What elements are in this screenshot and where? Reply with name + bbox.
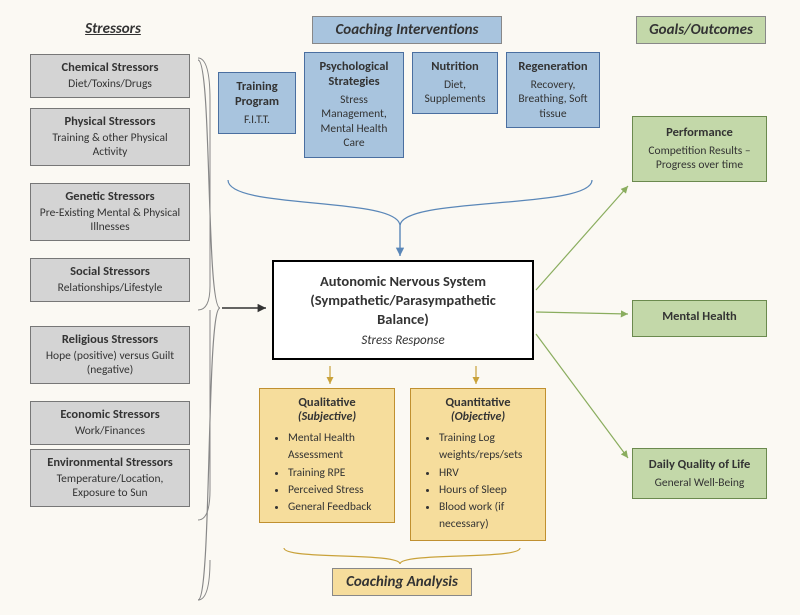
stressor-sub: Work/Finances (37, 425, 183, 439)
qualitative-box: Qualitative (Subjective) Mental Health A… (259, 388, 395, 523)
stressor-chemical: Chemical Stressors Diet/Toxins/Drugs (30, 54, 190, 98)
qual-list: Mental Health Assessment Training RPE Pe… (270, 430, 384, 516)
stressor-title: Chemical Stressors (37, 60, 183, 75)
center-line: (Sympathetic/Parasympathetic (284, 291, 522, 310)
outcome-title: Daily Quality of Life (639, 457, 760, 472)
outcome-quality: Daily Quality of Life General Well-Being (632, 448, 767, 499)
center-line: Balance) (284, 310, 522, 329)
outcome-performance: Performance Competition Results – Progre… (632, 116, 767, 182)
quant-list: Training Log weights/reps/sets HRV Hours… (421, 430, 535, 534)
stressor-environmental: Environmental Stressors Temperature/Loca… (30, 449, 190, 507)
intervention-sub: Stress Management, Mental Health Care (311, 93, 397, 151)
list-item: Mental Health Assessment (288, 430, 384, 465)
stressor-sub: Temperature/Location, Exposure to Sun (37, 473, 183, 501)
stressors-header: Stressors (68, 16, 158, 42)
stressor-title: Physical Stressors (37, 114, 183, 129)
quant-title: Quantitative (421, 395, 535, 410)
outcome-title: Mental Health (639, 309, 760, 324)
center-ans-box: Autonomic Nervous System (Sympathetic/Pa… (272, 260, 534, 360)
stressor-title: Environmental Stressors (37, 455, 183, 470)
intervention-title: Training Program (225, 79, 289, 109)
intervention-training: Training Program F.I.T.T. (218, 72, 296, 134)
stressor-sub: Hope (positive) versus Guilt (negative) (37, 350, 183, 378)
list-item: General Feedback (288, 499, 384, 516)
outcome-mental: Mental Health (632, 300, 767, 337)
stressor-economic: Economic Stressors Work/Finances (30, 401, 190, 445)
intervention-sub: F.I.T.T. (225, 113, 289, 127)
stressor-title: Genetic Stressors (37, 189, 183, 204)
list-item: Blood work (if necessary) (439, 499, 535, 534)
list-item: Training RPE (288, 465, 384, 482)
stressor-sub: Training & other Physical Activity (37, 132, 183, 160)
intervention-title: Psychological Strategies (311, 59, 397, 89)
qual-title: Qualitative (270, 395, 384, 410)
list-item: Hours of Sleep (439, 482, 535, 499)
intervention-sub: Diet, Supplements (419, 78, 491, 107)
stressor-sub: Pre-Existing Mental & Physical Illnesses (37, 207, 183, 235)
outcome-sub: Competition Results – Progress over time (639, 144, 760, 173)
intervention-title: Nutrition (419, 59, 491, 74)
outcome-title: Performance (639, 125, 760, 140)
intervention-regen: Regeneration Recovery, Breathing, Soft t… (506, 52, 600, 128)
stressor-sub: Diet/Toxins/Drugs (37, 78, 183, 92)
intervention-sub: Recovery, Breathing, Soft tissue (513, 78, 593, 121)
intervention-title: Regeneration (513, 59, 593, 74)
quantitative-box: Quantitative (Objective) Training Log we… (410, 388, 546, 541)
intervention-nutrition: Nutrition Diet, Supplements (412, 52, 498, 114)
outcomes-header: Goals/Outcomes (636, 16, 766, 44)
stressor-genetic: Genetic Stressors Pre-Existing Mental & … (30, 183, 190, 241)
stressor-sub: Relationships/Lifestyle (37, 282, 183, 296)
center-sub: Stress Response (284, 333, 522, 348)
stressor-title: Religious Stressors (37, 332, 183, 347)
stressor-title: Social Stressors (37, 264, 183, 279)
center-line: Autonomic Nervous System (284, 272, 522, 291)
quant-subtitle: (Objective) (421, 410, 535, 424)
list-item: HRV (439, 465, 535, 482)
intervention-psych: Psychological Strategies Stress Manageme… (304, 52, 404, 158)
list-item: Perceived Stress (288, 482, 384, 499)
interventions-header: Coaching Interventions (312, 16, 502, 44)
stressor-title: Economic Stressors (37, 407, 183, 422)
stressor-religious: Religious Stressors Hope (positive) vers… (30, 326, 190, 384)
list-item: Training Log weights/reps/sets (439, 430, 535, 465)
stressor-physical: Physical Stressors Training & other Phys… (30, 108, 190, 166)
analysis-header: Coaching Analysis (332, 568, 472, 596)
qual-subtitle: (Subjective) (270, 410, 384, 424)
stressor-social: Social Stressors Relationships/Lifestyle (30, 258, 190, 302)
outcome-sub: General Well-Being (639, 476, 760, 490)
